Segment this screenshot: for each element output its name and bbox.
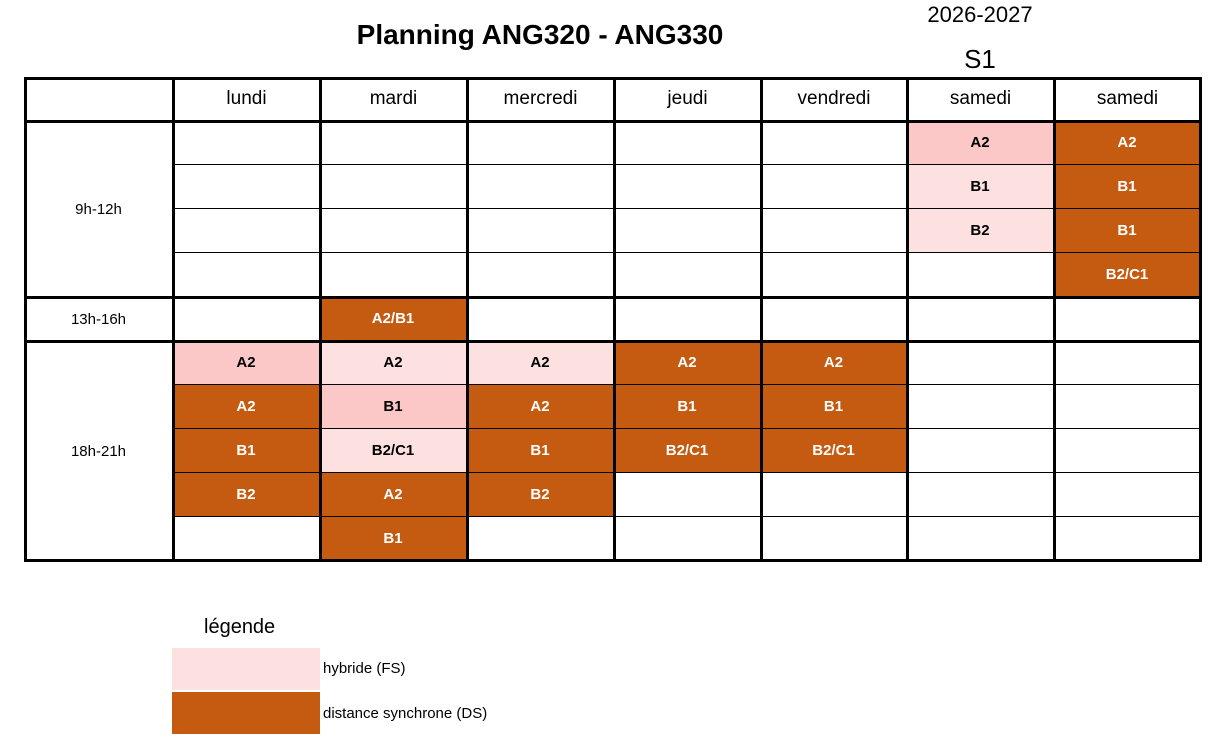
empty-cell [761,121,907,165]
empty-cell [1054,429,1201,473]
empty-cell [1054,385,1201,429]
empty-cell [1054,517,1201,561]
schedule-grid: lundi mardi mercredi jeudi vendredi samedi sam… [24,77,1202,562]
session-cell[interactable]: A2 [907,121,1054,165]
session-cell[interactable]: A2 [614,341,761,385]
session-cell[interactable]: B2 [467,473,614,517]
day-header-mercredi: mercredi [503,88,578,109]
session-cell[interactable]: B2/C1 [614,429,761,473]
day-header-samedi: samedi [1096,88,1159,109]
empty-cell [907,385,1054,429]
session-cell[interactable]: B2/C1 [1054,253,1201,297]
session-cell[interactable]: B2/C1 [320,429,467,473]
session-cell[interactable]: B1 [1054,209,1201,253]
session-cell[interactable]: B2 [173,473,320,517]
legend-label-distance: distance synchrone (DS) [323,705,488,722]
session-cell[interactable]: B2/C1 [761,429,907,473]
time-slot-label: 13h-16h [70,310,127,328]
empty-cell [173,121,320,165]
column-separator [760,77,763,562]
column-separator [466,77,469,562]
empty-cell [761,473,907,517]
empty-cell [907,473,1054,517]
day-header-samedi: samedi [949,88,1012,109]
day-header-vendredi: vendredi [797,88,871,109]
empty-cell [614,297,761,341]
semester-label: S1 [964,44,996,74]
column-separator [172,77,175,562]
session-cell[interactable]: B2 [907,209,1054,253]
day-header-jeudi: jeudi [667,88,708,109]
empty-cell [907,253,1054,297]
column-separator [906,77,909,562]
day-header-mardi: mardi [369,88,418,109]
empty-cell [173,209,320,253]
legend-title: légende [204,616,276,638]
empty-cell [467,209,614,253]
empty-cell [173,297,320,341]
empty-cell [907,341,1054,385]
session-cell[interactable]: B1 [907,165,1054,209]
legend-swatch-distance [172,692,320,734]
empty-cell [320,121,467,165]
empty-cell [320,165,467,209]
session-cell[interactable]: A2/B1 [320,297,467,341]
empty-cell [614,209,761,253]
session-cell[interactable]: A2 [320,341,467,385]
empty-cell [614,253,761,297]
session-cell[interactable]: A2 [467,341,614,385]
session-cell[interactable]: B1 [1054,165,1201,209]
session-cell[interactable]: B1 [320,385,467,429]
academic-year: 2026-2027 [927,2,1033,27]
column-separator [1053,77,1056,562]
empty-cell [467,121,614,165]
empty-cell [467,297,614,341]
empty-cell [173,517,320,561]
column-separator [613,77,616,562]
session-cell[interactable]: B1 [173,429,320,473]
legend-swatch-hybride [172,648,320,690]
session-cell[interactable]: A2 [467,385,614,429]
time-slot-label: 18h-21h [70,442,127,460]
legend-label-hybride: hybride (FS) [323,660,406,677]
session-cell[interactable]: B1 [761,385,907,429]
empty-cell [467,517,614,561]
grid-border-right [1199,77,1202,562]
day-header-lundi: lundi [226,88,267,109]
grid-border-left [24,77,27,562]
session-cell[interactable]: A2 [761,341,907,385]
time-slot-label: 9h-12h [75,200,122,218]
empty-cell [614,473,761,517]
session-cell[interactable]: A2 [1054,121,1201,165]
empty-cell [761,297,907,341]
session-cell[interactable]: A2 [173,341,320,385]
column-separator [319,77,322,562]
empty-cell [467,165,614,209]
empty-cell [907,429,1054,473]
empty-cell [761,165,907,209]
empty-cell [761,209,907,253]
page-title: Planning ANG320 - ANG330 [356,19,724,50]
session-cell[interactable]: B1 [467,429,614,473]
empty-cell [907,517,1054,561]
session-cell[interactable]: A2 [173,385,320,429]
session-cell[interactable]: B1 [614,385,761,429]
empty-cell [614,165,761,209]
empty-cell [320,253,467,297]
empty-cell [173,253,320,297]
empty-cell [173,165,320,209]
session-cell[interactable]: A2 [320,473,467,517]
empty-cell [761,253,907,297]
empty-cell [907,297,1054,341]
empty-cell [1054,341,1201,385]
empty-cell [1054,297,1201,341]
empty-cell [614,121,761,165]
empty-cell [467,253,614,297]
empty-cell [1054,473,1201,517]
session-cell[interactable]: B1 [320,517,467,561]
empty-cell [761,517,907,561]
empty-cell [320,209,467,253]
empty-cell [614,517,761,561]
